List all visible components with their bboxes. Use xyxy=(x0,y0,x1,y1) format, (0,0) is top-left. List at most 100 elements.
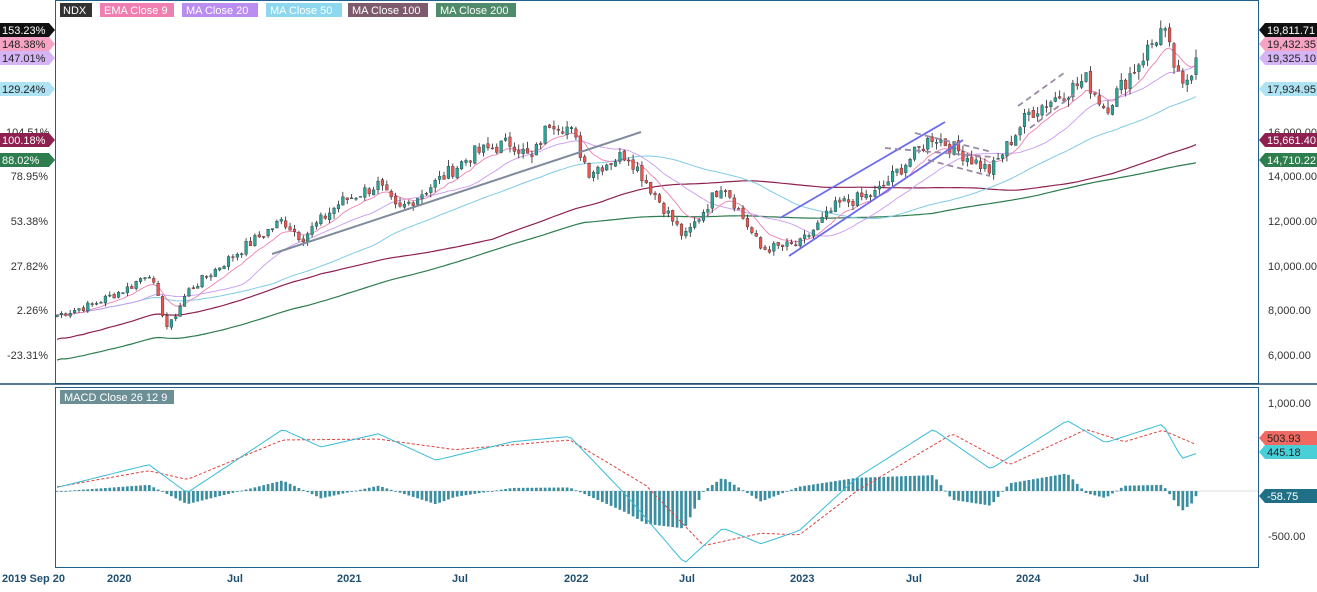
candle xyxy=(895,168,899,177)
candle-body xyxy=(956,140,961,152)
macd-histogram-bar xyxy=(587,491,591,497)
macd-histogram-bar xyxy=(812,484,815,491)
candle-body xyxy=(965,158,969,162)
macd-histogram-bar xyxy=(886,476,890,491)
candle xyxy=(323,213,327,220)
left-tag-shape xyxy=(0,51,55,65)
candle-body xyxy=(262,236,266,238)
macd-histogram-bar xyxy=(372,486,375,491)
macd-histogram-bar xyxy=(838,480,842,491)
candle-body xyxy=(697,219,701,222)
macd-histogram-bar xyxy=(482,491,485,493)
candle xyxy=(306,231,310,246)
macd-histogram-bar xyxy=(1075,483,1079,491)
candle-body xyxy=(446,166,450,179)
candle-body xyxy=(745,218,749,228)
macd-histogram-bar xyxy=(60,491,63,492)
candle-body xyxy=(583,156,587,163)
macd-histogram-bar xyxy=(1185,491,1189,507)
candle-body xyxy=(873,190,877,197)
candle xyxy=(530,150,534,164)
candle-body xyxy=(1110,105,1115,115)
candle-body xyxy=(73,310,77,313)
candle-body xyxy=(1009,142,1013,146)
macd-histogram-bar xyxy=(508,488,512,491)
candle-body xyxy=(314,222,319,227)
macd-histogram-bar xyxy=(724,479,727,491)
legend-ma50[interactable]: MA Close 50 xyxy=(270,5,332,17)
macd-histogram-bar xyxy=(834,481,837,491)
macd-histogram-bar xyxy=(293,485,296,491)
macd-histogram-bar xyxy=(741,490,745,492)
candle-body xyxy=(1027,111,1031,115)
macd-histogram-bar xyxy=(543,487,547,491)
macd-histogram-bar xyxy=(697,491,701,501)
macd-histogram-bar xyxy=(130,486,134,491)
macd-histogram-bar xyxy=(451,491,455,498)
macd-histogram-bar xyxy=(970,491,974,503)
candle xyxy=(750,226,754,235)
candle xyxy=(1066,96,1071,107)
macd-histogram-bar xyxy=(117,487,120,491)
legend-ma100[interactable]: MA Close 100 xyxy=(352,5,420,17)
candle xyxy=(424,192,428,196)
channel-dash-5 xyxy=(1029,91,1078,129)
candle xyxy=(912,146,917,162)
macd-tag: -58.75 xyxy=(1267,491,1298,503)
candle xyxy=(1097,89,1101,107)
macd-histogram-bar xyxy=(376,485,380,491)
left-tag-shape xyxy=(0,23,55,37)
left-tag-shape xyxy=(0,133,55,147)
macd-histogram-bar xyxy=(178,491,182,501)
macd-histogram-bar xyxy=(68,490,72,492)
macd-histogram-bar xyxy=(1093,491,1097,496)
macd-histogram-bar xyxy=(301,490,305,491)
candle-body xyxy=(640,165,644,182)
macd-histogram-bar xyxy=(1141,485,1145,491)
macd-histogram-bar xyxy=(134,485,138,491)
candle xyxy=(657,192,662,204)
legend-macd[interactable]: MACD Close 26 12 9 xyxy=(64,392,167,404)
candle xyxy=(631,154,635,174)
macd-histogram-bar xyxy=(658,491,661,526)
macd-histogram-bar xyxy=(169,491,173,497)
macd-histogram-bar xyxy=(82,489,85,491)
macd-histogram-bar xyxy=(1058,474,1062,491)
candle-body xyxy=(754,233,758,237)
legend-ma20[interactable]: MA Close 20 xyxy=(186,5,248,17)
candle xyxy=(460,160,464,170)
macd-histogram-bar xyxy=(790,489,793,491)
macd-histogram-bar xyxy=(1111,491,1114,494)
macd-histogram-bar xyxy=(987,491,991,506)
candle-body xyxy=(301,238,305,243)
candle xyxy=(816,220,820,231)
macd-histogram-bar xyxy=(772,491,776,497)
candle-body xyxy=(508,136,512,147)
indicator-legend[interactable]: NDX EMA Close 9 MA Close 20 MA Close 50 … xyxy=(60,3,516,404)
candle-body xyxy=(869,195,873,197)
candle xyxy=(464,158,468,166)
candle xyxy=(367,187,371,197)
candle-body xyxy=(376,180,380,190)
candle xyxy=(939,133,943,147)
legend-ema9[interactable]: EMA Close 9 xyxy=(104,5,168,17)
candle xyxy=(68,309,72,319)
candle-body xyxy=(1022,113,1027,127)
candle xyxy=(1168,23,1172,47)
candle xyxy=(838,197,842,208)
candle xyxy=(675,216,679,227)
candle-body xyxy=(644,180,648,184)
candle-body xyxy=(1185,79,1189,85)
legend-ma200[interactable]: MA Close 200 xyxy=(440,5,508,17)
macd-histogram-bar xyxy=(341,491,345,494)
macd-histogram-bar xyxy=(618,491,622,510)
candle xyxy=(112,292,116,299)
candle-body xyxy=(257,234,261,238)
candle-body xyxy=(385,184,389,191)
candle xyxy=(218,267,222,272)
legend-ndx[interactable]: NDX xyxy=(63,5,87,17)
candle xyxy=(904,163,908,179)
candle-body xyxy=(679,223,684,236)
candle xyxy=(961,145,965,166)
candle xyxy=(1036,106,1040,122)
